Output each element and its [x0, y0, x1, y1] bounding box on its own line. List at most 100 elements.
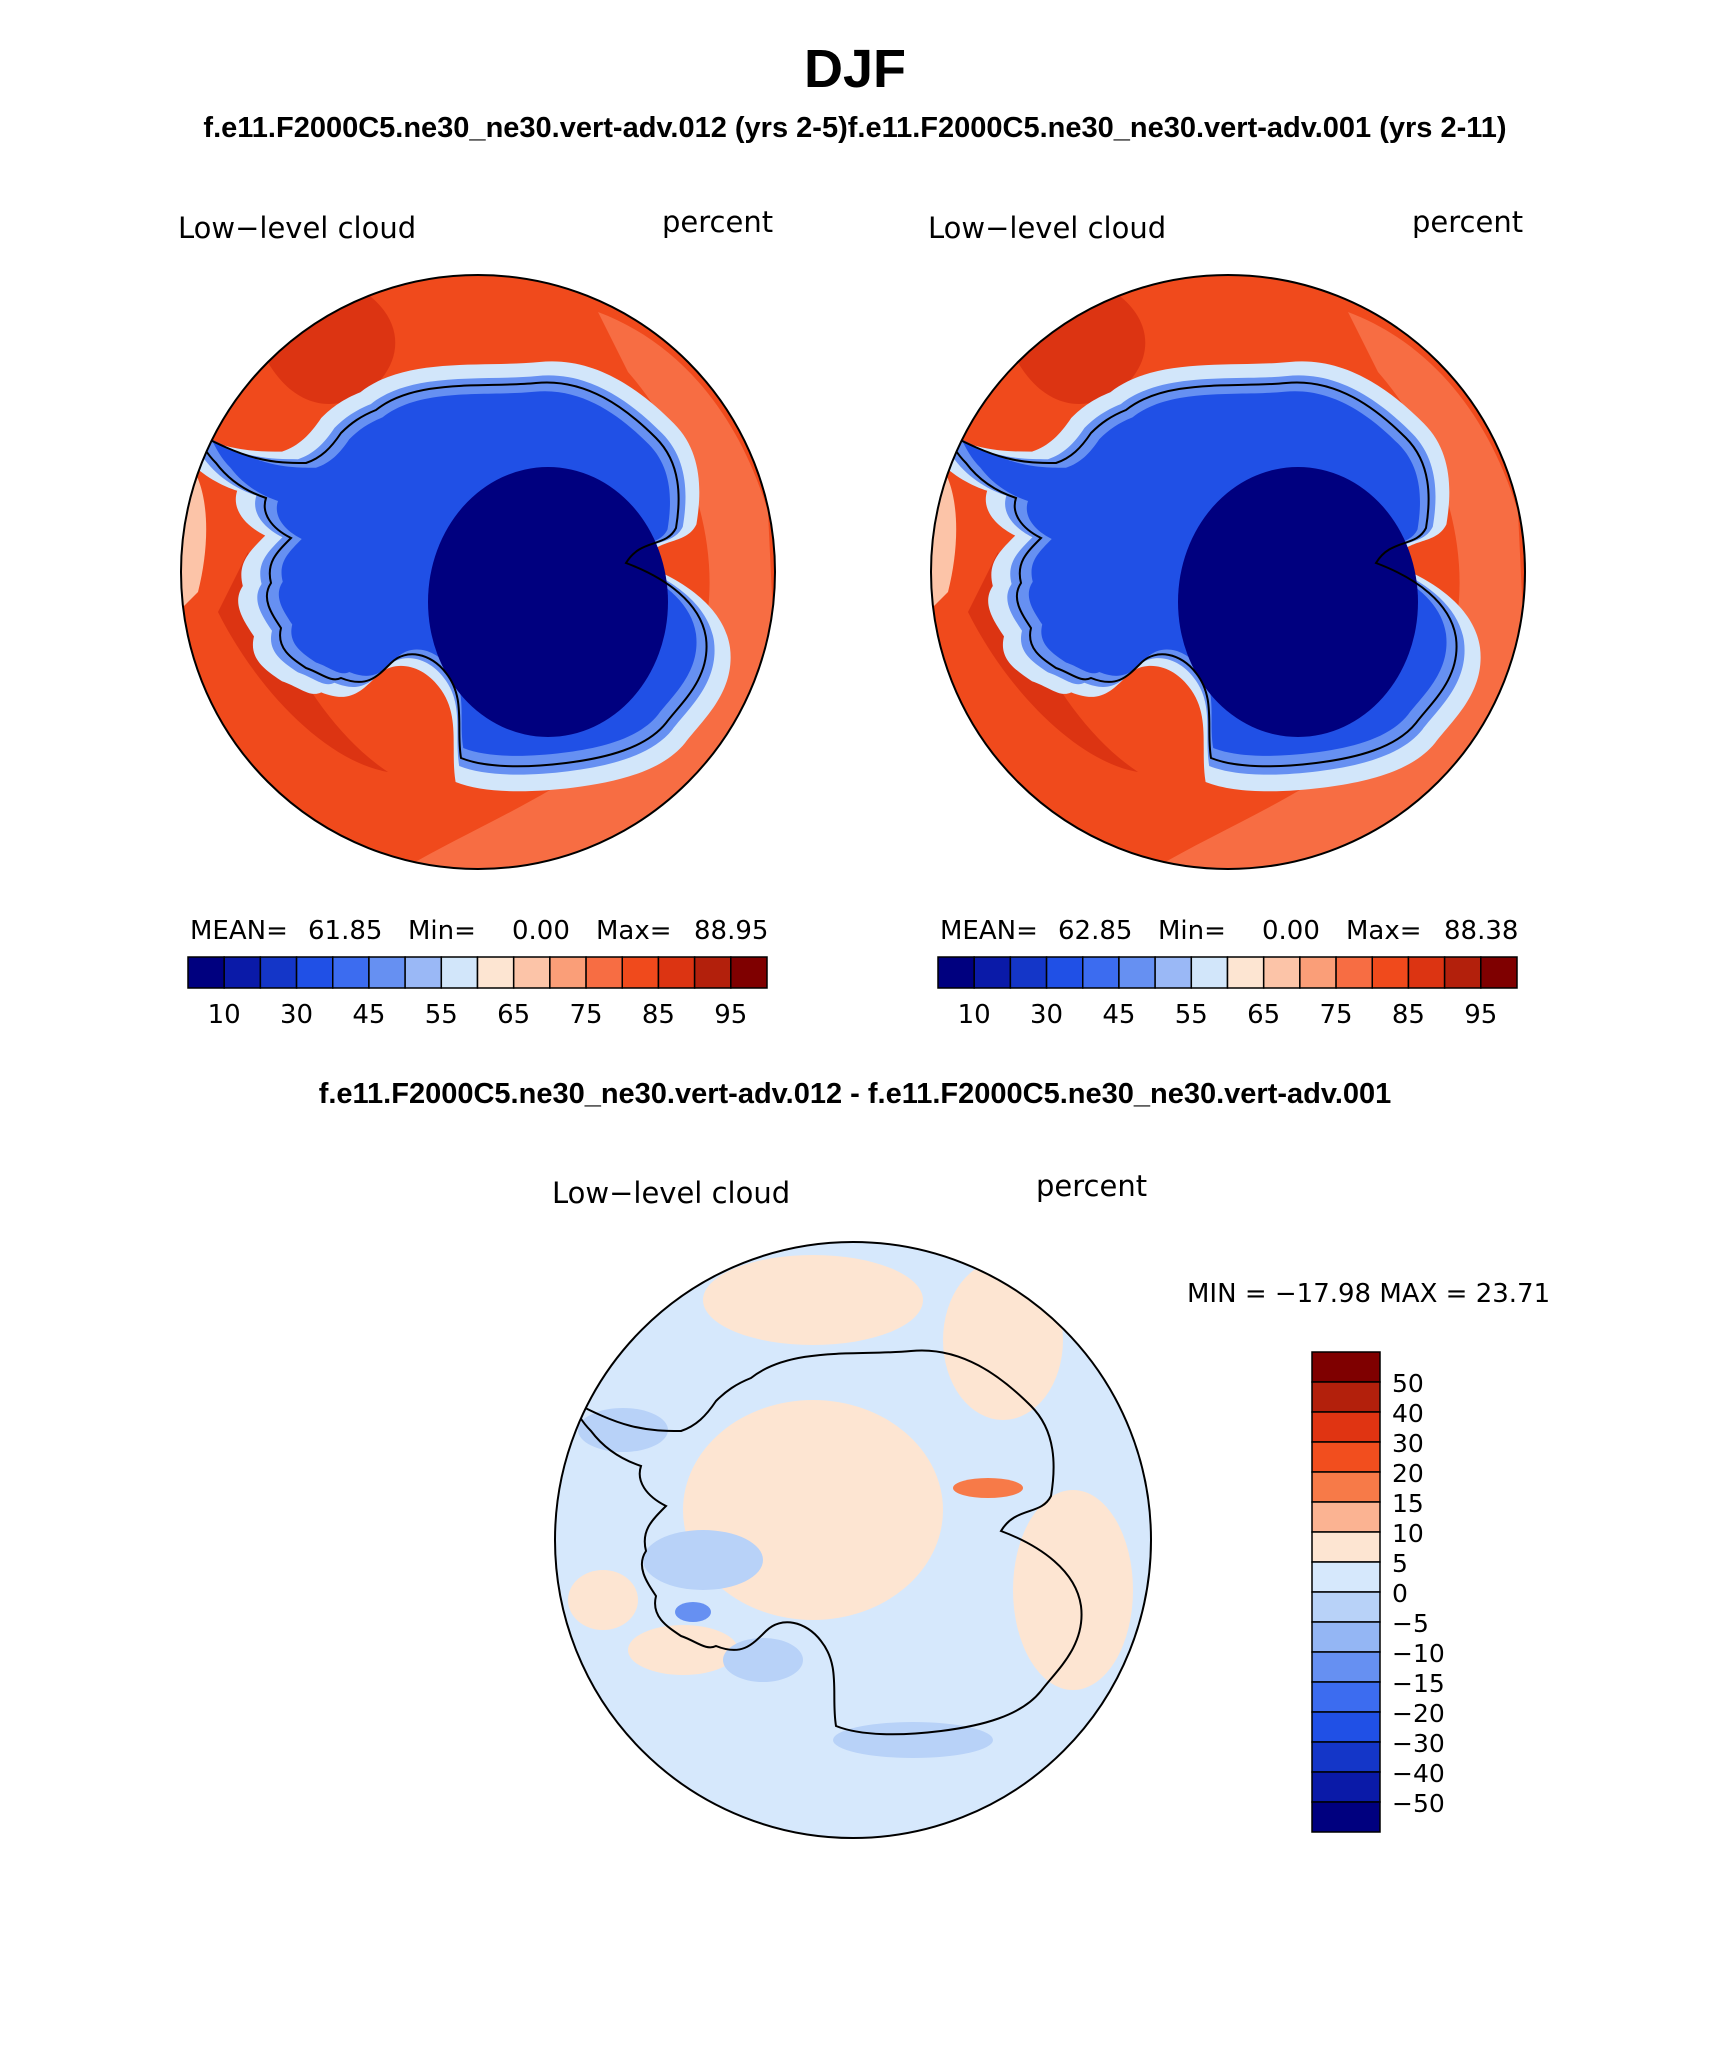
colorbar-swatch	[1262, 956, 1301, 989]
colorbar-tick-label: 20	[1392, 1459, 1424, 1488]
positive-anomaly	[703, 1255, 923, 1345]
difference-title: f.e11.F2000C5.ne30_ne30.vert-adv.012 - f…	[318, 1078, 1392, 1110]
colorbar-swatch	[332, 956, 370, 989]
left-polar-map	[181, 275, 775, 869]
colorbar-swatch	[1190, 956, 1229, 989]
subtitle: f.e11.F2000C5.ne30_ne30.vert-adv.012 (yr…	[203, 112, 1507, 144]
colorbar-tick-label: 85	[1392, 1000, 1425, 1030]
colorbar-tick-label: 15	[1392, 1489, 1424, 1518]
colorbar-tick-label: −10	[1392, 1639, 1445, 1668]
left-max-value: 88.95	[694, 916, 768, 946]
colorbar-swatch	[1311, 1471, 1381, 1503]
left-min-value: 0.00	[512, 916, 570, 946]
colorbar-tick-label: −30	[1392, 1729, 1445, 1758]
colorbar-swatch	[440, 956, 479, 989]
colorbar-swatch	[1009, 956, 1048, 989]
colorbar-swatch	[1311, 1591, 1381, 1623]
main-title: DJF	[803, 39, 906, 99]
colorbar-swatch	[1311, 1561, 1381, 1593]
colorbar-swatch	[1311, 1531, 1381, 1563]
colorbar-swatch	[693, 956, 732, 989]
colorbar-swatch	[476, 956, 515, 989]
positive-anomaly	[568, 1570, 638, 1630]
colorbar-swatch	[1311, 1501, 1381, 1533]
left-min-label: Min=	[408, 916, 476, 946]
colorbar-swatch	[657, 956, 696, 989]
right-units-label: percent	[1412, 205, 1523, 239]
colorbar-tick-label: 40	[1392, 1399, 1424, 1428]
colorbar-swatch	[585, 956, 623, 989]
colorbar-tick-label: 10	[958, 1000, 991, 1030]
colorbar-tick-label: 45	[1102, 1000, 1135, 1030]
colorbar-swatch	[1480, 956, 1518, 989]
colorbar-tick-label: 0	[1392, 1579, 1408, 1608]
right-polar-map	[931, 275, 1525, 869]
colorbar-tick-label: 30	[1030, 1000, 1063, 1030]
left-max-label: Max=	[596, 916, 672, 946]
colorbar-swatch	[512, 956, 551, 989]
colorbar-tick-label: −5	[1392, 1609, 1429, 1638]
colorbar-swatch	[549, 956, 587, 989]
left-mean-value: 61.85	[308, 916, 382, 946]
left-map-border	[180, 274, 776, 870]
colorbar-swatch	[368, 956, 406, 989]
left-variable-label: Low−level cloud	[178, 211, 416, 245]
colorbar-swatch	[1335, 956, 1373, 989]
colorbar-swatch	[223, 956, 262, 989]
colorbar-swatch	[1311, 1711, 1381, 1743]
colorbar-tick-label: 55	[425, 1000, 458, 1030]
max-anomaly	[953, 1478, 1023, 1498]
colorbar-tick-label: 75	[1320, 1000, 1353, 1030]
positive-anomaly	[943, 1260, 1063, 1420]
colorbar-swatch	[1118, 956, 1156, 989]
colorbar-tick-label: 85	[642, 1000, 675, 1030]
colorbar-swatch	[730, 956, 768, 989]
negative-anomaly	[643, 1530, 763, 1590]
min-anomaly	[675, 1602, 711, 1622]
colorbar-tick-label: 55	[1175, 1000, 1208, 1030]
colorbar-swatch	[1311, 1771, 1381, 1803]
positive-anomaly	[1013, 1490, 1133, 1690]
ice-interior-region	[1178, 467, 1418, 737]
colorbar-tick-label: 5	[1392, 1549, 1408, 1578]
right-mean-value: 62.85	[1058, 916, 1132, 946]
colorbar-tick-label: −40	[1392, 1759, 1445, 1788]
colorbar-swatch	[621, 956, 660, 989]
right-colorbar: 10 30 45 55 65 75 85 95	[937, 956, 1518, 1030]
colorbar-tick-label: −15	[1392, 1669, 1445, 1698]
colorbar-swatch	[187, 956, 225, 989]
colorbar-tick-label: −20	[1392, 1699, 1445, 1728]
colorbar-tick-label: 30	[280, 1000, 313, 1030]
diff-minmax-label: MIN = −17.98 MAX = 23.71	[1187, 1279, 1550, 1309]
right-min-value: 0.00	[1262, 916, 1320, 946]
colorbar-tick-label: −50	[1392, 1789, 1445, 1818]
left-mean-label: MEAN=	[190, 916, 288, 946]
diff-map-border	[554, 1241, 1152, 1839]
colorbar-swatch	[1311, 1411, 1381, 1443]
colorbar-swatch	[973, 956, 1012, 989]
colorbar-swatch	[1082, 956, 1120, 989]
colorbar-swatch	[1311, 1351, 1381, 1383]
colorbar-swatch	[1311, 1651, 1381, 1683]
colorbar-tick-label: 95	[1464, 1000, 1497, 1030]
colorbar-tick-label: 95	[714, 1000, 747, 1030]
colorbar-tick-label: 65	[497, 1000, 530, 1030]
colorbar-tick-label: 10	[208, 1000, 241, 1030]
colorbar-tick-label: 10	[1392, 1519, 1424, 1548]
colorbar-swatch	[1311, 1381, 1381, 1413]
right-max-label: Max=	[1346, 916, 1422, 946]
colorbar-swatch	[1311, 1681, 1381, 1713]
colorbar-swatch	[1154, 956, 1193, 989]
right-min-label: Min=	[1158, 916, 1226, 946]
right-map-border	[930, 274, 1526, 870]
ice-interior-region	[428, 467, 668, 737]
difference-polar-map	[555, 1242, 1151, 1838]
colorbar-swatch	[259, 956, 298, 989]
left-colorbar: 10 30 45 55 65 75 85 95	[187, 956, 768, 1030]
right-variable-label: Low−level cloud	[928, 211, 1166, 245]
colorbar-swatch	[1311, 1621, 1381, 1653]
negative-anomaly	[723, 1638, 803, 1682]
colorbar-swatch	[1311, 1441, 1381, 1473]
right-mean-label: MEAN=	[940, 916, 1038, 946]
